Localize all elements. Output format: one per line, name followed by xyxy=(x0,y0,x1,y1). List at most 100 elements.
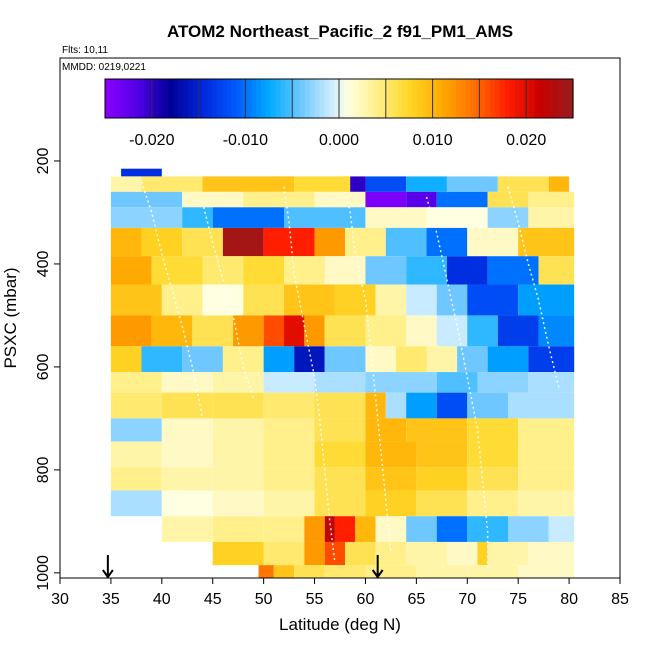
colorbar-swatch xyxy=(129,79,135,118)
colorbar-swatch xyxy=(543,79,550,118)
heatmap-cell xyxy=(457,346,488,373)
heatmap-cell xyxy=(518,441,575,468)
y-axis: 200 400 600 800 1000 xyxy=(35,148,60,591)
colorbar-swatch xyxy=(251,79,257,118)
colorbar-swatch xyxy=(412,79,418,118)
heatmap-cell xyxy=(518,284,575,316)
colorbar-swatch xyxy=(314,79,321,118)
heatmap-cell xyxy=(365,467,417,491)
heatmap-cell xyxy=(110,418,162,442)
position-arrow-head xyxy=(102,569,114,579)
heatmap-cell xyxy=(406,315,437,347)
heatmap-cell xyxy=(324,516,335,542)
heatmap-cell xyxy=(110,227,142,257)
colorbar-swatch xyxy=(187,79,194,118)
heatmap-cell xyxy=(528,541,575,566)
heatmap-cell xyxy=(508,392,575,419)
heatmap-cell xyxy=(161,284,203,316)
heatmap-cell xyxy=(436,315,468,347)
colorbar-swatch xyxy=(158,79,165,118)
heatmap-cell xyxy=(375,541,407,566)
heatmap-cell xyxy=(345,541,376,566)
heatmap-cell xyxy=(263,490,315,517)
colorbar-swatch xyxy=(387,79,394,118)
heatmap-cell xyxy=(263,418,315,442)
heatmap-cell xyxy=(324,346,366,373)
heatmap-cell xyxy=(263,227,315,257)
heatmap-cell xyxy=(446,176,498,192)
x-tick-label: 50 xyxy=(255,591,273,608)
colorbar-swatch xyxy=(319,79,325,118)
heatmap-cell xyxy=(538,315,575,347)
heatmap-cell xyxy=(487,191,529,208)
heatmap-cell xyxy=(334,284,376,316)
heatmap-cell xyxy=(467,418,519,442)
heatmap-cell xyxy=(406,284,437,316)
colorbar-swatch xyxy=(538,79,545,118)
heatmap-cell xyxy=(141,176,203,192)
heatmap-cell xyxy=(365,346,396,373)
heatmap-cell xyxy=(212,207,284,228)
heatmap-cell xyxy=(202,176,295,192)
colorbar-swatch xyxy=(324,79,330,118)
heatmap-cell xyxy=(314,191,366,208)
heatmap-cell xyxy=(182,227,223,257)
colorbar-swatch xyxy=(504,79,511,118)
heatmap-cell xyxy=(110,284,162,316)
heatmap-cell xyxy=(263,441,315,468)
heatmap-cell xyxy=(487,207,529,228)
heatmap-cell xyxy=(243,256,284,285)
heatmap-cell xyxy=(324,565,366,578)
heatmap-cell xyxy=(284,207,366,228)
heatmap-cell xyxy=(365,256,407,285)
colorbar-swatch xyxy=(563,79,569,118)
colorbar-swatch xyxy=(212,79,218,118)
colorbar-tick-label: -0.010 xyxy=(223,132,268,149)
heatmap-cell xyxy=(182,207,213,228)
heatmap-cell xyxy=(212,541,264,566)
heatmap-cell xyxy=(365,392,386,419)
heatmap-cell xyxy=(243,191,315,208)
colorbar-swatch xyxy=(465,79,472,118)
heatmap-cell xyxy=(212,516,264,542)
heatmap-cell xyxy=(487,346,529,373)
heatmap-cell xyxy=(110,346,142,373)
colorbar-swatch xyxy=(109,79,116,118)
heatmap-cell xyxy=(212,418,264,442)
heatmap-cell xyxy=(202,284,244,316)
colorbar-swatch xyxy=(499,79,506,118)
heatmap-cell xyxy=(416,441,468,468)
colorbar-swatch xyxy=(431,79,438,118)
heatmap-cell xyxy=(508,516,549,542)
heatmap-cell xyxy=(467,490,519,517)
colorbar-swatch xyxy=(441,79,447,118)
colorbar-swatch xyxy=(397,79,403,118)
heatmap-cell xyxy=(528,191,575,208)
x-tick-label: 85 xyxy=(611,591,629,608)
colorbar-swatch xyxy=(183,79,189,118)
colorbar-swatch xyxy=(402,79,408,118)
heatmap-cell xyxy=(212,490,264,517)
flight-track-line xyxy=(201,201,255,399)
heatmap-cell xyxy=(212,467,264,491)
colorbar-swatch xyxy=(426,79,433,118)
colorbar-swatch xyxy=(329,79,335,118)
heatmap-cell xyxy=(375,284,407,316)
colorbar-swatch xyxy=(490,79,496,118)
colorbar-swatch xyxy=(236,79,243,118)
heatmap-cell xyxy=(446,541,478,566)
heatmap-cell xyxy=(467,227,519,257)
colorbar-swatch xyxy=(460,79,467,118)
y-tick-label: 600 xyxy=(35,353,52,380)
heatmap-cell xyxy=(406,191,437,208)
heatmap-cell xyxy=(528,346,575,373)
heatmap-cell xyxy=(314,490,366,517)
colorbar-swatch xyxy=(548,79,555,118)
colorbar-swatch xyxy=(421,79,428,118)
colorbar-swatch xyxy=(285,79,291,118)
heatmap-cell xyxy=(385,392,407,419)
colorbar-swatch xyxy=(119,79,126,118)
heatmap-cell xyxy=(110,392,162,419)
heatmap-cell xyxy=(161,372,213,393)
